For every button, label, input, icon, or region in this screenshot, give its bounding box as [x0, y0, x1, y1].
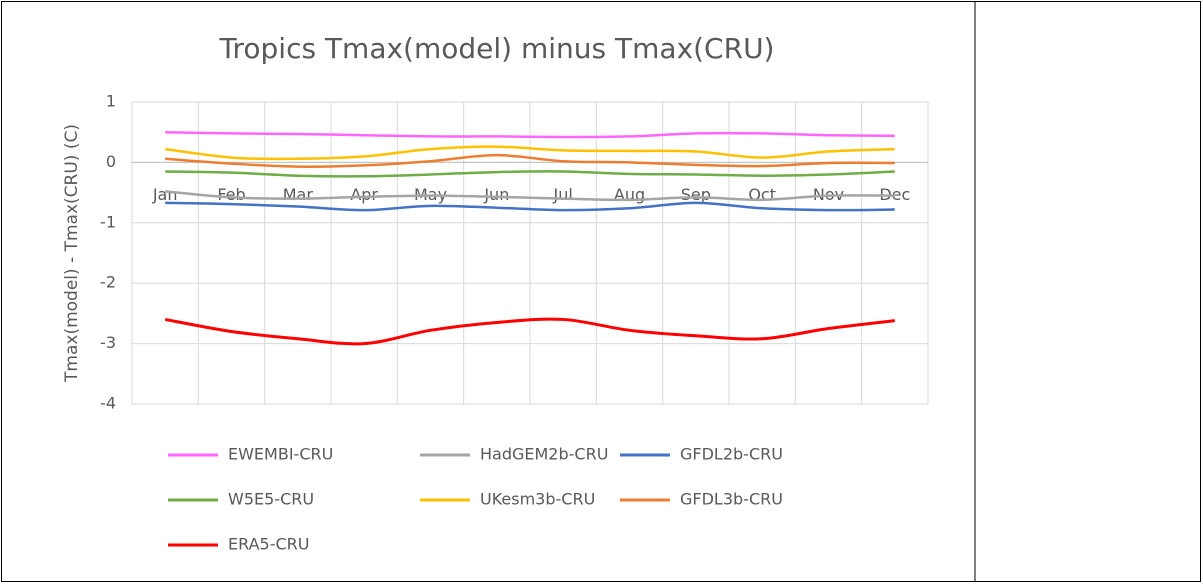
x-tick-label: Jun — [483, 185, 509, 204]
x-tick-label: Apr — [350, 185, 378, 204]
y-tick-label: 0 — [106, 152, 116, 171]
legend-label: ERA5-CRU — [228, 535, 309, 554]
line — [164, 317, 896, 346]
legend-label: HadGEM2b-CRU — [480, 445, 608, 464]
x-tick-label: Mar — [283, 185, 314, 204]
y-tick-label: -3 — [100, 333, 116, 352]
y-axis-title: Tmax(model) - Tmax(CRU) (C) — [62, 124, 82, 383]
chart-title: Tropics Tmax(model) minus Tmax(CRU) — [219, 32, 775, 65]
y-tick-label: -1 — [100, 212, 116, 231]
line — [165, 190, 895, 202]
x-tick-label: Jan — [152, 185, 178, 204]
legend-label: GFDL3b-CRU — [680, 490, 783, 509]
x-tick-label: Feb — [217, 185, 245, 204]
legend-label: W5E5-CRU — [228, 490, 314, 509]
x-tick-label: Sep — [681, 185, 711, 204]
x-tick-label: Jul — [553, 185, 573, 204]
line — [165, 201, 895, 212]
line — [165, 153, 895, 168]
line — [165, 145, 895, 161]
legend-label: GFDL2b-CRU — [680, 445, 783, 464]
line — [165, 130, 895, 139]
legend-label: EWEMBI-CRU — [228, 445, 333, 464]
y-tick-label: -2 — [100, 273, 116, 292]
line — [165, 170, 895, 178]
y-tick-label: 1 — [106, 92, 116, 111]
legend-label: UKesm3b-CRU — [480, 490, 595, 509]
y-tick-label: -4 — [100, 394, 116, 413]
